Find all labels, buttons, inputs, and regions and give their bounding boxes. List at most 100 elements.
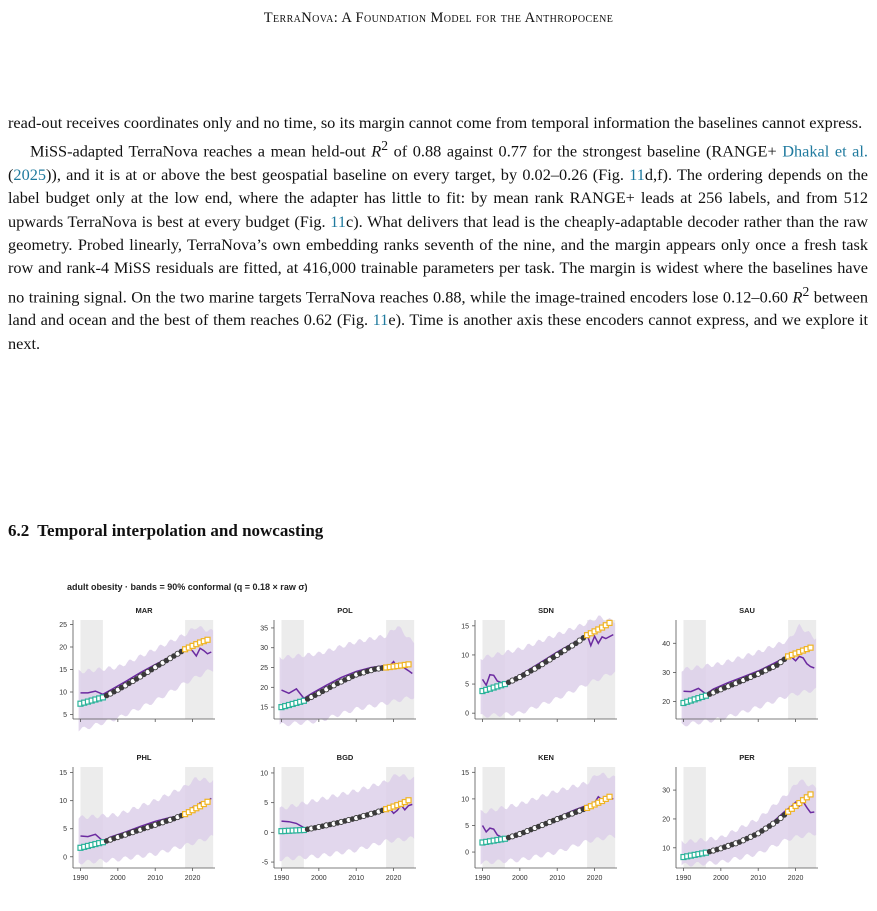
panel-per: 10 20 30 1990 2000 2010 2020 PER: [662, 753, 818, 882]
held-out-point: [576, 637, 583, 644]
nowcast-point: [606, 793, 613, 800]
text-span: (: [8, 165, 14, 185]
x-tick-label: 2020: [386, 875, 402, 882]
y-tick-label: -5: [262, 860, 268, 867]
nowcast-point: [807, 791, 814, 798]
running-head: TerraNova: A Foundation Model for the An…: [263, 10, 614, 26]
y-tick-label: 0: [465, 850, 469, 857]
x-tick-label: 2000: [311, 875, 327, 882]
section-number: 6.2: [8, 521, 30, 540]
y-tick-label: 35: [260, 625, 268, 632]
paragraph: MiSS-adapted TerraNova reaches a mean he…: [8, 134, 868, 355]
y-tick-label: 15: [461, 770, 469, 777]
section-heading: 6.2 Temporal interpolation and nowcasting: [8, 521, 323, 541]
panel-title: BGD: [337, 753, 354, 762]
x-tick-label: 1990: [475, 875, 491, 882]
y-tick-label: 15: [59, 770, 67, 777]
y-tick-label: 5: [264, 800, 268, 807]
x-tick-label: 1990: [274, 875, 290, 882]
nowcast-point: [606, 619, 613, 627]
text-span: between land and ocean and the best of t…: [8, 286, 869, 330]
nowcast-point: [405, 797, 412, 804]
figure-header: adult obesity · bands = 90% conformal (q…: [67, 582, 307, 592]
panel-mar: 5 10 15 20 25 MAR: [59, 606, 215, 732]
y-tick-label: 25: [59, 622, 67, 629]
y-tick-label: 0: [465, 711, 469, 718]
y-tick-label: 10: [461, 796, 469, 803]
x-tick-label: 2020: [788, 875, 804, 882]
text-span: )), and it is at or above the best geosp…: [45, 165, 630, 185]
section-title: Temporal interpolation and nowcasting: [37, 521, 324, 540]
conformal-band: [480, 772, 616, 865]
y-tick-label: 30: [260, 645, 268, 652]
panel-phl: 0 5 10 15 1990 2000 2010 2020 PHL: [59, 753, 215, 882]
panel-title: MAR: [135, 606, 153, 615]
x-tick-label: 2010: [147, 875, 163, 882]
conformal-band: [681, 779, 817, 867]
panel-title: KEN: [538, 753, 554, 762]
y-tick-label: 30: [662, 788, 670, 795]
text-span: d,f). The ordering depends on the label …: [8, 165, 868, 231]
y-tick-label: 20: [662, 699, 670, 706]
panel-pol: 15 20 25 30 35 POL: [260, 606, 416, 727]
figure: adult obesity · bands = 90% conformal (q…: [0, 578, 877, 911]
citation-link[interactable]: 11: [629, 165, 645, 185]
conformal-band: [78, 777, 214, 865]
x-tick-label: 2020: [587, 875, 603, 882]
y-tick-label: 20: [59, 645, 67, 652]
x-tick-label: 2000: [713, 875, 729, 882]
nowcast-point: [807, 644, 814, 651]
x-tick-label: 2010: [750, 875, 766, 882]
x-tick-label: 2020: [185, 875, 201, 882]
x-tick-label: 2000: [512, 875, 528, 882]
x-tick-label: 2010: [348, 875, 364, 882]
math-symbol: R: [792, 286, 803, 306]
y-tick-label: 0: [264, 830, 268, 837]
y-tick-label: 20: [662, 816, 670, 823]
text-span: c). What delivers that lead is the cheap…: [8, 211, 868, 306]
paragraph: read-out receives coordinates only and n…: [8, 111, 868, 134]
x-tick-label: 2010: [549, 875, 565, 882]
y-tick-label: 15: [59, 667, 67, 674]
citation-link[interactable]: 2025: [13, 165, 46, 185]
x-tick-label: 1990: [73, 875, 89, 882]
text-span: of 0.88 against 0.77 for the strongest b…: [388, 141, 783, 161]
y-tick-label: 30: [662, 670, 670, 677]
citation-link[interactable]: 11: [372, 310, 389, 330]
panel-sau: 20 30 40 SAU: [662, 606, 818, 727]
nowcast-point: [405, 661, 412, 668]
math-symbol: R: [371, 141, 382, 161]
x-tick-label: 1990: [676, 875, 692, 882]
held-out-point: [777, 659, 784, 666]
citation-link[interactable]: Dhakal et al.: [782, 141, 869, 161]
text-span: e). Time is another axis these encoders …: [8, 310, 868, 353]
panel-bgd: -5 0 5 10 1990 2000 2010 2020 BGD: [260, 753, 416, 882]
superscript: 2: [802, 283, 810, 299]
y-tick-label: 10: [59, 798, 67, 805]
figure-canvas: adult obesity · bands = 90% conformal (q…: [59, 582, 818, 882]
y-tick-label: 10: [59, 690, 67, 697]
y-tick-label: 0: [63, 854, 67, 861]
y-tick-label: 40: [662, 641, 670, 648]
y-tick-label: 15: [461, 623, 469, 630]
held-out-point: [777, 815, 784, 822]
y-tick-label: 5: [465, 823, 469, 830]
y-tick-label: 5: [63, 826, 67, 833]
y-tick-label: 25: [260, 665, 268, 672]
y-tick-label: 20: [260, 685, 268, 692]
x-tick-label: 2000: [110, 875, 126, 882]
observed-line: [683, 655, 815, 695]
citation-link[interactable]: 11: [330, 211, 346, 231]
nowcast-point: [204, 798, 211, 805]
superscript: 2: [381, 138, 389, 154]
y-tick-label: 10: [461, 652, 469, 659]
panel-ken: 0 5 10 15 1990 2000 2010 2020 KEN: [461, 753, 617, 882]
text-span: MiSS-adapted TerraNova reaches a mean he…: [30, 141, 372, 161]
panel-title: SDN: [538, 606, 554, 615]
nowcast-point: [204, 636, 211, 643]
y-tick-label: 10: [260, 770, 268, 777]
body-text: read-out receives coordinates only and n…: [8, 111, 868, 355]
panel-title: SAU: [739, 606, 755, 615]
y-tick-label: 15: [260, 705, 268, 712]
panel-title: PHL: [137, 753, 152, 762]
